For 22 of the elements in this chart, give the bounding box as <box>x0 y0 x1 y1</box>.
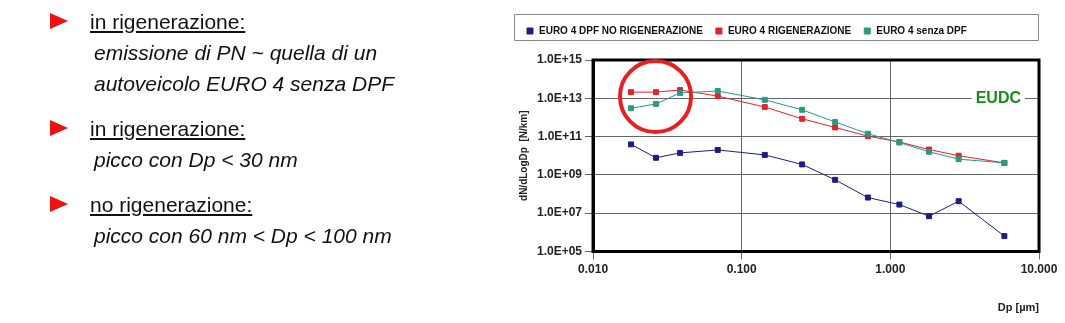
text: picco con Dp < 30 nm <box>92 147 299 173</box>
y-tick-label: 1.0E+15 <box>536 52 583 67</box>
text: in rigenerazione: <box>90 9 247 35</box>
legend-label: EURO 4 DPF NO RIGENERAZIONE <box>539 24 704 36</box>
x-tick-label: 10.000 <box>1020 261 1058 276</box>
x-tick-label: 1.000 <box>875 261 906 276</box>
x-axis-title: Dp [µm] <box>997 301 1040 314</box>
y-axis-title: dN/dLogDp [N/km] <box>517 110 529 201</box>
text: no rigenerazione: <box>90 192 254 218</box>
text: emissione di PN ~ quella di un autoveicolo EURO 4 senza DPF <box>93 40 396 97</box>
text: picco con 60 nm < Dp < 100 nm <box>92 223 393 249</box>
y-tick-label: 1.0E+07 <box>536 205 583 220</box>
y-tick-label: 1.0E+13 <box>536 90 583 105</box>
y-tick-label: 1.0E+11 <box>537 128 583 143</box>
y-tick-label: 1.0E+09 <box>536 167 583 182</box>
legend-label: EURO 4 RIGENERAZIONE <box>727 24 852 36</box>
annotation: EUDC <box>975 88 1022 106</box>
x-tick-label: 0.100 <box>726 261 758 276</box>
y-tick-label: 1.0E+05 <box>536 243 583 258</box>
text: in rigenerazione: <box>90 116 247 142</box>
legend-label: EURO 4 senza DPF <box>876 24 967 36</box>
x-tick-label: 0.010 <box>578 261 609 276</box>
